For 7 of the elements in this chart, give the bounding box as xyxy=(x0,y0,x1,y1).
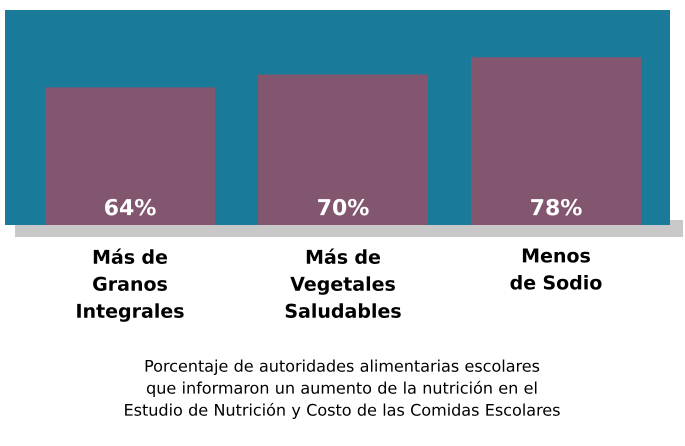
data-label: 78% xyxy=(531,198,582,216)
data-label: 64% xyxy=(105,198,156,216)
x-tick-label: Más de Vegetales Saludables xyxy=(286,248,401,318)
data-label: 70% xyxy=(318,198,369,216)
x-tick-label: Más de Granos Integrales xyxy=(77,248,184,322)
text: Porcentaje de autoridades alimentarias escolares que informaron un aumento de la nutrición en el Estudio de Nutrición y Costo de las Comidas Escolares xyxy=(125,360,560,419)
x-tick-label: Menos de Sodio xyxy=(510,248,602,290)
